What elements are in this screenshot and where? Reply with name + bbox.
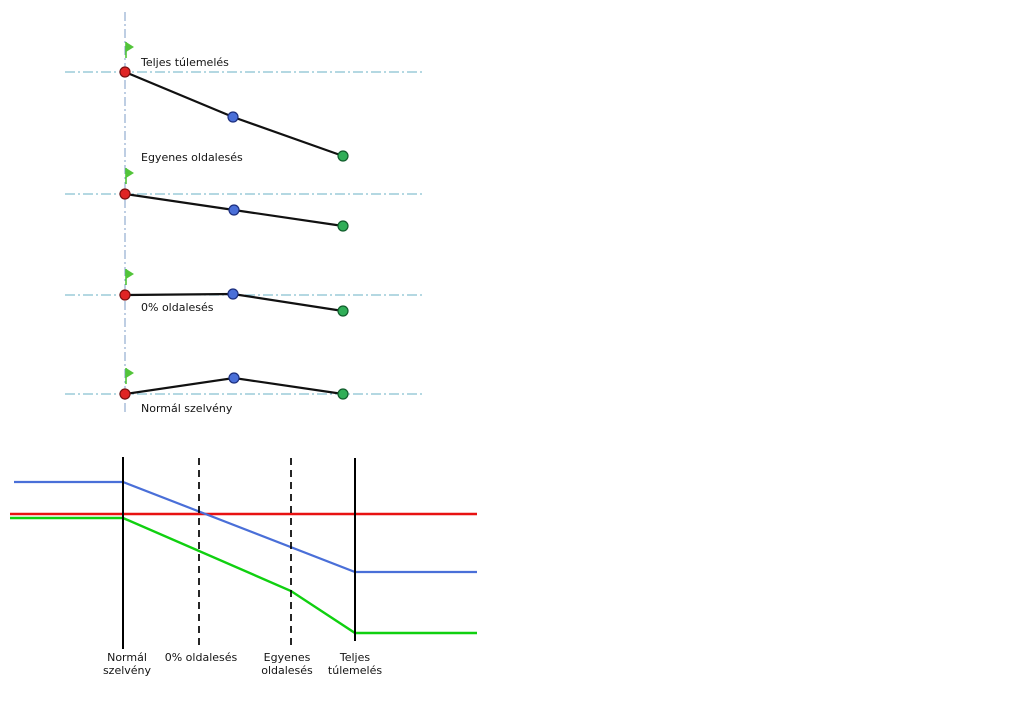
pivot-flag-icon bbox=[126, 42, 134, 52]
station-label-line2: oldalesés bbox=[261, 663, 313, 677]
section-label-teljes-tulemeles: Teljes túlemelés bbox=[141, 56, 229, 69]
section-label-egyenes-oldaleses: Egyenes oldalesés bbox=[141, 151, 243, 164]
pivot-flag-icon bbox=[126, 168, 134, 178]
station-label-line2: szelvény bbox=[102, 663, 152, 677]
station-label-egyenes-oldaleses: Egyenes oldalesés bbox=[237, 651, 337, 677]
pivot-flag-icon bbox=[126, 269, 134, 279]
red-point-marker bbox=[119, 188, 131, 200]
profile-blue-line bbox=[14, 480, 477, 574]
station-label-line1: Teljes bbox=[339, 651, 371, 664]
blue-point-marker bbox=[228, 372, 240, 384]
station-label-0-oldaleses: 0% oldalesés bbox=[151, 651, 251, 665]
red-point-marker bbox=[119, 66, 131, 78]
station-label-line2: túlemelés bbox=[327, 663, 383, 677]
station-label-line1: 0% oldalesés bbox=[164, 651, 238, 664]
station-label-normal-szelveny: Normál szelvény bbox=[77, 651, 177, 677]
pivot-flag-icon bbox=[126, 368, 134, 378]
green-point-marker bbox=[337, 388, 349, 400]
station-label-line1: Normál bbox=[107, 651, 147, 664]
section-label-0-oldaleses: 0% oldalesés bbox=[141, 301, 214, 314]
blue-point-marker bbox=[228, 204, 240, 216]
red-point-marker bbox=[119, 388, 131, 400]
green-point-marker bbox=[337, 305, 349, 317]
section-label-normal-szelveny: Normál szelvény bbox=[141, 402, 233, 415]
station-label-line1: Egyenes bbox=[263, 651, 311, 664]
station-label-teljes-tulemeles: Teljes túlemelés bbox=[305, 651, 405, 677]
red-point-marker bbox=[119, 289, 131, 301]
blue-point-marker bbox=[227, 111, 239, 123]
green-point-marker bbox=[337, 150, 349, 162]
profile-green-line bbox=[10, 516, 477, 635]
green-point-marker bbox=[337, 220, 349, 232]
blue-point-marker bbox=[227, 288, 239, 300]
